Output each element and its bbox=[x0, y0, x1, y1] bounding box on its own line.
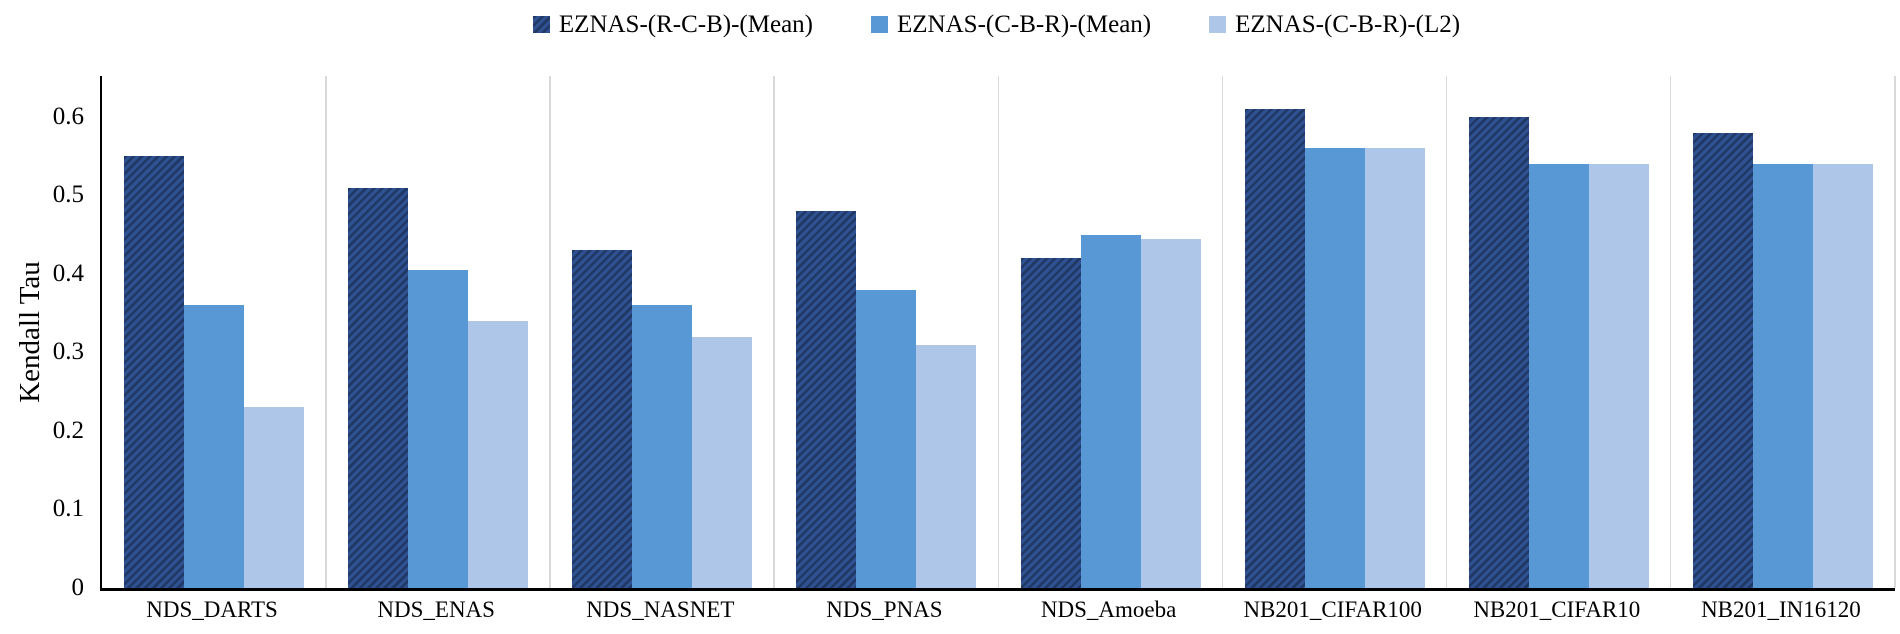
category-separator-line bbox=[325, 76, 327, 588]
bar-NB201_IN16120-series-1 bbox=[1692, 132, 1753, 588]
legend-label: EZNAS-(R-C-B)-(Mean) bbox=[558, 10, 814, 38]
bar-NDS_PNAS-series-3 bbox=[916, 344, 977, 588]
category-label-NB201_CIFAR10: NB201_CIFAR10 bbox=[1473, 597, 1641, 622]
legend-item-1: EZNAS-(R-C-B)-(Mean) bbox=[532, 10, 814, 38]
bar-NB201_IN16120-series-3 bbox=[1812, 163, 1873, 588]
bar-NDS_DARTS-series-1 bbox=[124, 156, 185, 588]
y-tick-label-0.2: 0.2 bbox=[52, 416, 84, 444]
y-tick-label-0.4: 0.4 bbox=[52, 259, 84, 287]
bar-NDS_NASNET-series-3 bbox=[692, 336, 753, 588]
bar-NB201_CIFAR100-series-3 bbox=[1364, 148, 1425, 588]
bar-NB201_CIFAR10-series-2 bbox=[1528, 163, 1589, 588]
bar-NDS_NASNET-series-2 bbox=[632, 305, 693, 588]
bar-NDS_PNAS-series-2 bbox=[856, 289, 917, 588]
chart-legend: EZNAS-(R-C-B)-(Mean) EZNAS-(C-B-R)-(Mean)… bbox=[100, 6, 1893, 42]
category-label-NDS_PNAS: NDS_PNAS bbox=[826, 597, 943, 622]
bar-NDS_Amoeba-series-2 bbox=[1080, 234, 1141, 588]
bar-NB201_CIFAR10-series-3 bbox=[1588, 163, 1649, 588]
y-tick-label-0.1: 0.1 bbox=[52, 495, 84, 523]
bar-NB201_CIFAR10-series-1 bbox=[1468, 116, 1529, 588]
bar-NB201_CIFAR100-series-2 bbox=[1304, 148, 1365, 588]
category-label-NB201_IN16120: NB201_IN16120 bbox=[1701, 597, 1861, 622]
bar-NDS_ENAS-series-3 bbox=[468, 321, 529, 588]
legend-swatch-icon bbox=[1209, 15, 1227, 33]
category-separator-line bbox=[997, 76, 999, 588]
legend-swatch-icon bbox=[532, 15, 550, 33]
category-separator-line bbox=[549, 76, 551, 588]
bar-NDS_Amoeba-series-3 bbox=[1140, 238, 1201, 588]
bar-NB201_IN16120-series-2 bbox=[1752, 163, 1813, 588]
category-label-NDS_DARTS: NDS_DARTS bbox=[146, 597, 278, 622]
y-tick-label-0.5: 0.5 bbox=[52, 181, 84, 209]
category-label-NDS_ENAS: NDS_ENAS bbox=[377, 597, 495, 622]
category-separator-line bbox=[1894, 76, 1896, 588]
category-separator-line bbox=[773, 76, 775, 588]
category-label-NDS_NASNET: NDS_NASNET bbox=[586, 597, 735, 622]
legend-label: EZNAS-(C-B-R)-(Mean) bbox=[897, 10, 1152, 38]
y-tick-label-0.3: 0.3 bbox=[52, 338, 84, 366]
bar-NDS_ENAS-series-1 bbox=[348, 187, 409, 588]
bar-NDS_DARTS-series-2 bbox=[184, 305, 245, 588]
category-separator-line bbox=[1669, 76, 1672, 588]
y-tick-label-0.6: 0.6 bbox=[52, 102, 84, 130]
plot-area bbox=[100, 76, 1896, 591]
bar-NDS_PNAS-series-1 bbox=[796, 211, 857, 588]
bar-NDS_DARTS-series-3 bbox=[244, 407, 305, 588]
legend-item-3: EZNAS-(C-B-R)-(L2) bbox=[1209, 12, 1460, 37]
legend-swatch-icon bbox=[871, 15, 889, 33]
bar-NDS_ENAS-series-2 bbox=[408, 269, 469, 588]
bar-NDS_Amoeba-series-1 bbox=[1020, 258, 1081, 588]
bar-NDS_NASNET-series-1 bbox=[572, 250, 633, 588]
bar-NB201_CIFAR100-series-1 bbox=[1244, 108, 1305, 588]
legend-item-2: EZNAS-(C-B-R)-(Mean) bbox=[871, 12, 1151, 37]
legend-label: EZNAS-(C-B-R)-(L2) bbox=[1235, 10, 1461, 38]
y-tick-label-0: 0 bbox=[71, 574, 85, 601]
category-separator-line bbox=[1221, 76, 1224, 588]
category-label-NDS_Amoeba: NDS_Amoeba bbox=[1040, 597, 1177, 622]
category-separator-line bbox=[1445, 76, 1448, 588]
category-label-NB201_CIFAR100: NB201_CIFAR100 bbox=[1243, 597, 1422, 622]
